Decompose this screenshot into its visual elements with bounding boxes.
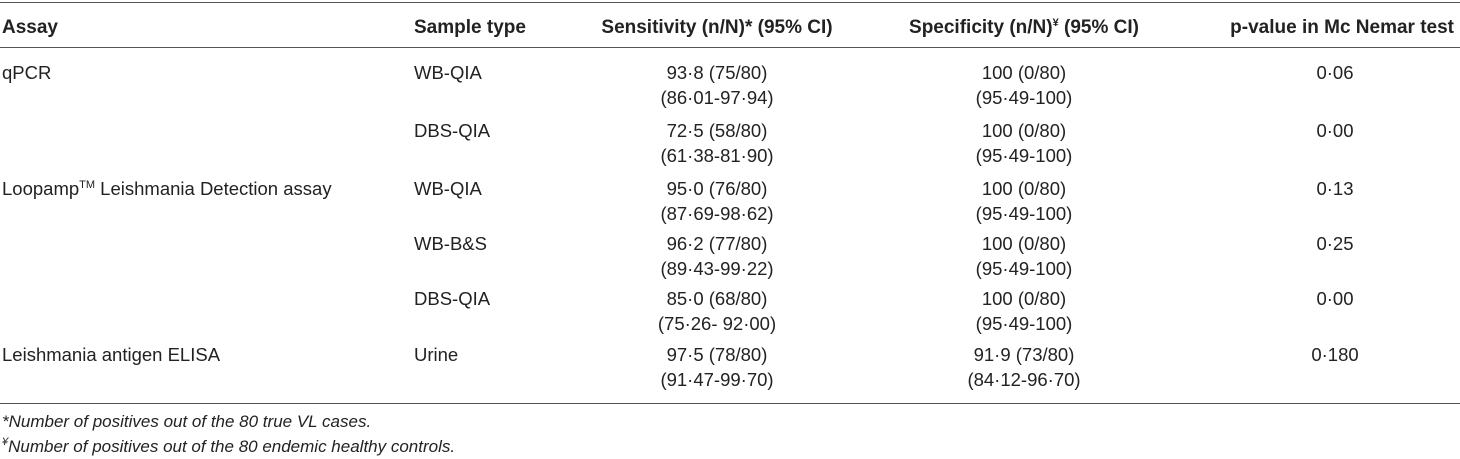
- top-rule: [0, 2, 1460, 3]
- specificity-estimate: 100 (0/80): [981, 120, 1067, 141]
- footnote-specificity: ¥Number of positives out of the 80 endem…: [2, 436, 455, 458]
- specificity-estimate: 100 (0/80): [981, 288, 1067, 309]
- header-sensitivity: Sensitivity (n/N)* (95% CI): [601, 17, 833, 38]
- assay-loopamp-suffix: Leishmania Detection assay: [95, 178, 332, 199]
- assay-elisa: Leishmania antigen ELISA: [2, 344, 221, 365]
- specificity-value: 100 (0/80) (95·49-100): [976, 118, 1073, 168]
- sensitivity-estimate: 95·0 (76/80): [666, 178, 768, 199]
- pvalue: 0·00: [1316, 120, 1354, 141]
- sensitivity-ci: (75·26- 92·00): [657, 313, 777, 334]
- sensitivity-estimate: 85·0 (68/80): [666, 288, 768, 309]
- footnote-specificity-text: Number of positives out of the 80 endemi…: [8, 437, 456, 456]
- sensitivity-estimate: 96·2 (77/80): [666, 233, 768, 254]
- pvalue: 0·25: [1316, 233, 1354, 254]
- header-specificity-ci: (95% CI): [1058, 17, 1139, 38]
- trademark-mark: TM: [79, 179, 96, 191]
- header-specificity-text: Specificity (n/N): [909, 17, 1053, 38]
- specificity-estimate: 100 (0/80): [981, 62, 1067, 83]
- specificity-estimate: 100 (0/80): [981, 233, 1067, 254]
- yen-mark: ¥: [1052, 17, 1059, 29]
- bottom-rule: [0, 403, 1460, 404]
- specificity-estimate: 100 (0/80): [981, 178, 1067, 199]
- sensitivity-value: 85·0 (68/80) (75·26- 92·00): [658, 286, 776, 336]
- footnote-sensitivity: *Number of positives out of the 80 true …: [2, 412, 372, 431]
- assay-qpcr: qPCR: [2, 62, 52, 83]
- specificity-value: 100 (0/80) (95·49-100): [976, 60, 1073, 110]
- header-sample-type: Sample type: [414, 17, 526, 38]
- sample-type: DBS-QIA: [414, 288, 491, 309]
- sample-type: WB-QIA: [414, 178, 482, 199]
- specificity-value: 100 (0/80) (95·49-100): [976, 286, 1073, 336]
- sensitivity-estimate: 97·5 (78/80): [666, 344, 768, 365]
- sensitivity-ci: (87·69-98·62): [660, 203, 774, 224]
- header-pvalue: p-value in Mc Nemar test: [1230, 17, 1454, 38]
- pvalue: 0·180: [1311, 344, 1359, 365]
- sensitivity-value: 97·5 (78/80) (91·47-99·70): [660, 342, 773, 392]
- sensitivity-value: 72·5 (58/80) (61·38-81·90): [660, 118, 773, 168]
- specificity-ci: (95·49-100): [975, 203, 1073, 224]
- sensitivity-ci: (89·43-99·22): [660, 258, 774, 279]
- specificity-ci: (95·49-100): [975, 258, 1073, 279]
- specificity-estimate: 91·9 (73/80): [973, 344, 1075, 365]
- sample-type: Urine: [414, 344, 459, 365]
- assay-loopamp: LoopampTM Leishmania Detection assay: [2, 176, 332, 201]
- header-specificity: Specificity (n/N)¥ (95% CI): [909, 16, 1139, 40]
- specificity-ci: (95·49-100): [975, 87, 1073, 108]
- header-rule: [0, 47, 1460, 48]
- specificity-ci: (95·49-100): [975, 145, 1073, 166]
- specificity-value: 91·9 (73/80) (84·12-96·70): [967, 342, 1080, 392]
- sensitivity-estimate: 93·8 (75/80): [666, 62, 768, 83]
- assay-loopamp-name: Loopamp: [2, 178, 80, 199]
- sensitivity-ci: (61·38-81·90): [660, 145, 774, 166]
- sensitivity-value: 96·2 (77/80) (89·43-99·22): [660, 231, 773, 281]
- header-assay: Assay: [2, 17, 58, 38]
- yen-mark: ¥: [2, 436, 9, 448]
- pvalue: 0·13: [1316, 178, 1354, 199]
- specificity-value: 100 (0/80) (95·49-100): [976, 231, 1073, 281]
- pvalue: 0·00: [1316, 288, 1354, 309]
- specificity-value: 100 (0/80) (95·49-100): [976, 176, 1073, 226]
- sensitivity-estimate: 72·5 (58/80): [666, 120, 768, 141]
- sensitivity-ci: (86·01-97·94): [660, 87, 774, 108]
- sensitivity-value: 95·0 (76/80) (87·69-98·62): [660, 176, 773, 226]
- sample-type: DBS-QIA: [414, 120, 491, 141]
- sample-type: WB-B&S: [414, 233, 487, 254]
- specificity-ci: (84·12-96·70): [967, 369, 1081, 390]
- sensitivity-ci: (91·47-99·70): [660, 369, 774, 390]
- sample-type: WB-QIA: [414, 62, 482, 83]
- specificity-ci: (95·49-100): [975, 313, 1073, 334]
- pvalue: 0·06: [1316, 62, 1354, 83]
- sensitivity-value: 93·8 (75/80) (86·01-97·94): [660, 60, 773, 110]
